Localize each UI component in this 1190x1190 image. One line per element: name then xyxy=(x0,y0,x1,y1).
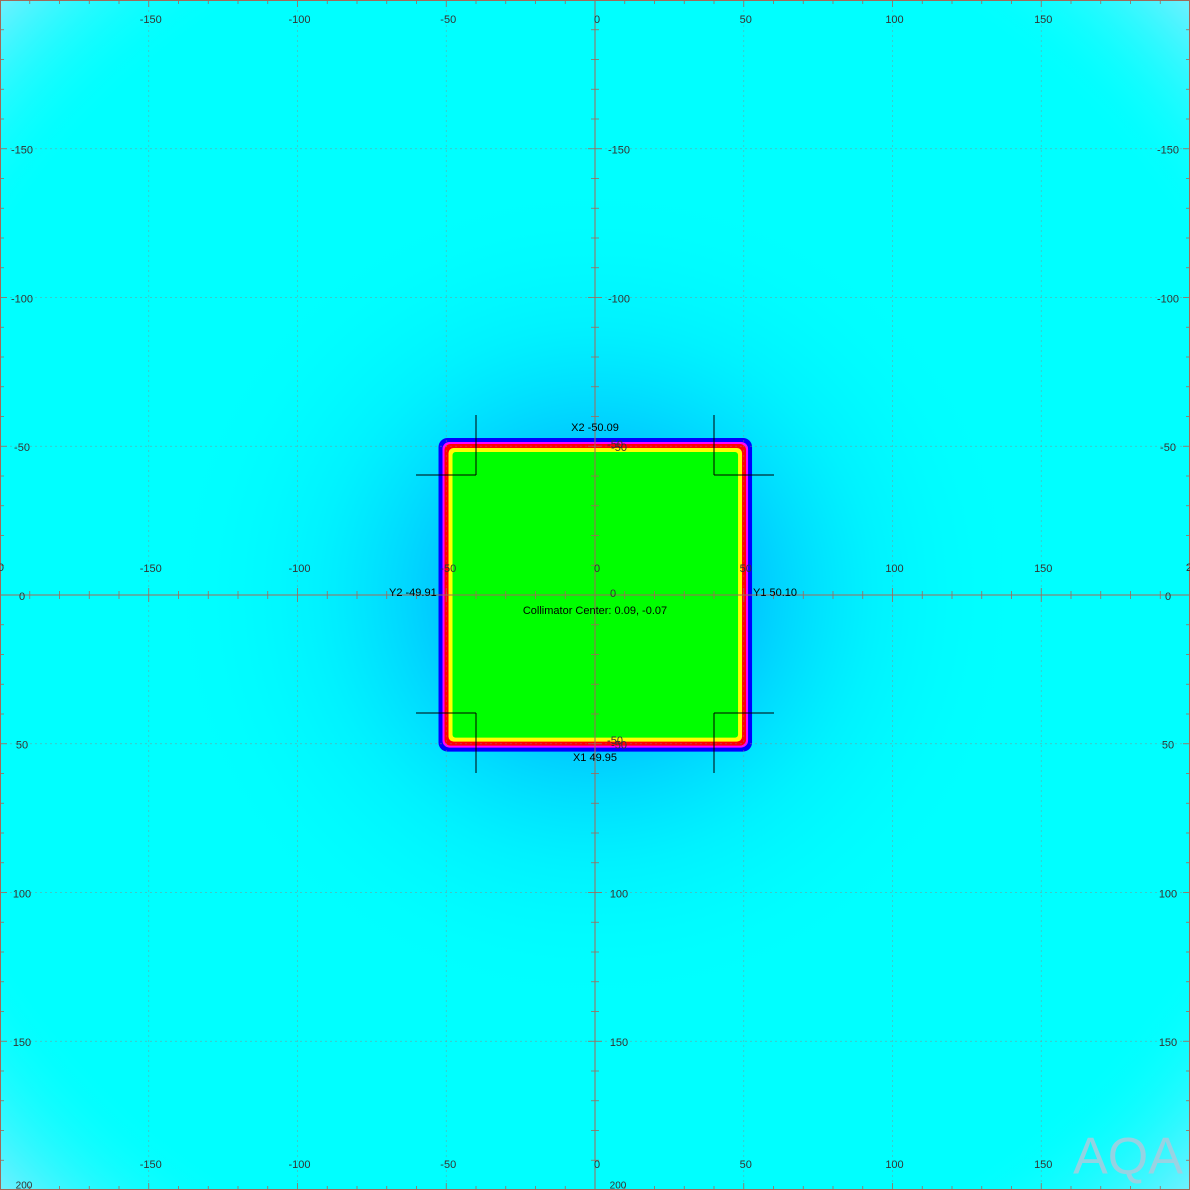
tick-label-right: 150 xyxy=(1159,1037,1177,1049)
tick-label-right: -100 xyxy=(1157,293,1179,305)
tick-label-top: -50 xyxy=(440,14,456,26)
tick-label-top: 0 xyxy=(594,14,600,26)
tick-label-middle: 50 xyxy=(740,563,752,575)
aqa-watermark-logo: AQA xyxy=(1073,1128,1183,1186)
tick-label-bottom: 150 xyxy=(1034,1159,1052,1171)
tick-label-left: -150 xyxy=(11,145,33,157)
tick-label-corner: 20 xyxy=(0,562,4,574)
tick-label-bottom: -50 xyxy=(440,1159,456,1171)
tick-label-right: 100 xyxy=(1159,888,1177,900)
tick-label-bottom: -150 xyxy=(140,1159,162,1171)
tick-label-center: 100 xyxy=(610,888,628,900)
jaw-label-x2: X2 -50.09 xyxy=(571,422,619,434)
jaw-label-x1: X1 49.95 xyxy=(573,752,617,764)
tick-label-middle: 0 xyxy=(594,563,600,575)
tick-label-middle: 150 xyxy=(1034,563,1052,575)
jaw-label-y2: Y2 -49.91 xyxy=(389,587,437,599)
tick-label-center: -50 xyxy=(611,740,627,752)
tick-label-field-top: -50 xyxy=(607,439,623,451)
tick-label-right: -50 xyxy=(1160,442,1176,454)
tick-label-bottom: 50 xyxy=(740,1159,752,1171)
tick-label-bottom: 0 xyxy=(594,1159,600,1171)
tick-label-middle: -100 xyxy=(288,563,310,575)
tick-label-corner: 200 xyxy=(610,1181,627,1190)
tick-label-right: 0 xyxy=(1165,591,1171,603)
tick-label-top: 150 xyxy=(1034,14,1052,26)
tick-label-middle-origin: 0 xyxy=(610,588,616,600)
tick-label-right: -150 xyxy=(1157,145,1179,157)
tick-label-top: 100 xyxy=(885,14,903,26)
tick-label-middle: -150 xyxy=(140,563,162,575)
tick-label-corner: 20 xyxy=(1186,562,1190,574)
tick-label-field-bottom: -50 xyxy=(607,735,623,747)
tick-label-left: 100 xyxy=(13,888,31,900)
collimator-center-label: Collimator Center: 0.09, -0.07 xyxy=(523,605,667,617)
tick-label-corner: 200 xyxy=(16,1181,33,1190)
tick-label-center: -100 xyxy=(608,293,630,305)
tick-label-bottom: 100 xyxy=(885,1159,903,1171)
tick-label-left: -50 xyxy=(14,442,30,454)
tick-label-right: 50 xyxy=(1162,740,1174,752)
tick-label-top: 50 xyxy=(740,14,752,26)
jaw-label-y1: Y1 50.10 xyxy=(753,587,797,599)
tick-label-middle: 100 xyxy=(885,563,903,575)
tick-label-top: -100 xyxy=(288,14,310,26)
tick-label-left: 150 xyxy=(13,1037,31,1049)
tick-label-center: -50 xyxy=(611,442,627,454)
tick-label-left: 0 xyxy=(19,591,25,603)
tick-label-left: 50 xyxy=(16,740,28,752)
tick-label-center: 150 xyxy=(610,1037,628,1049)
tick-label-top: -150 xyxy=(140,14,162,26)
tick-label-bottom: -100 xyxy=(288,1159,310,1171)
tick-label-middle: -50 xyxy=(440,563,456,575)
tick-label-left: -100 xyxy=(11,293,33,305)
tick-label-center: -150 xyxy=(608,145,630,157)
